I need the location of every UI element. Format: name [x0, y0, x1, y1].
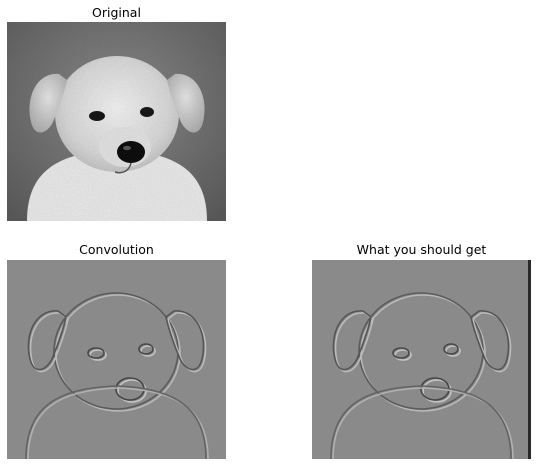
image-convolution-result [7, 260, 226, 459]
image-expected-result [312, 260, 531, 459]
panel-title-convolution: Convolution [79, 242, 154, 257]
panel-expected: What you should get [312, 238, 531, 460]
panel-title-expected: What you should get [356, 242, 487, 257]
panel-convolution: Convolution [7, 238, 226, 460]
image-original-puppy [7, 22, 226, 221]
panel-title-original: Original [92, 5, 141, 20]
panel-original: Original [7, 0, 226, 222]
